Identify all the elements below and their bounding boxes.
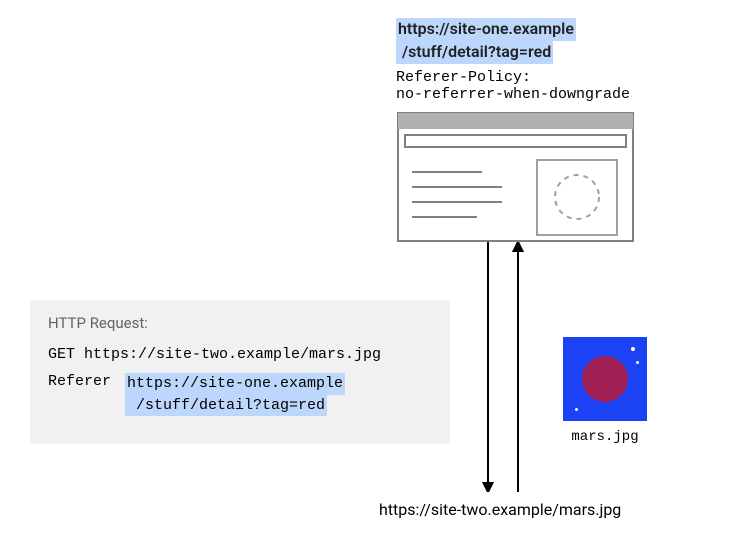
policy-value: no-referrer-when-downgrade <box>396 86 630 103</box>
arrows <box>470 242 540 492</box>
page-url-line2: /stuff/detail?tag=red <box>396 41 553 64</box>
http-request-title: HTTP Request: <box>48 314 432 332</box>
page-url: https://site-one.example /stuff/detail?t… <box>396 18 576 64</box>
star-icon <box>631 347 635 351</box>
mars-label: mars.jpg <box>563 429 647 445</box>
page-url-line1: https://site-one.example <box>396 18 576 41</box>
referer-policy: Referer-Policy: no-referrer-when-downgra… <box>396 69 630 104</box>
browser-window-svg <box>397 112 634 242</box>
referer-label: Referer <box>48 373 111 390</box>
policy-label: Referer-Policy: <box>396 69 531 86</box>
star-icon <box>636 361 639 364</box>
mars-planet-icon <box>582 356 628 402</box>
destination-url: https://site-two.example/mars.jpg <box>379 500 621 519</box>
mars-thumbnail <box>563 337 647 421</box>
http-request-box: HTTP Request: GET https://site-two.examp… <box>30 300 450 444</box>
star-icon <box>575 408 578 411</box>
referer-value-line2: /stuff/detail?tag=red <box>125 395 327 417</box>
browser-window <box>397 112 634 242</box>
http-request-get-line: GET https://site-two.example/mars.jpg <box>48 346 432 363</box>
referer-value-line1: https://site-one.example <box>125 373 345 395</box>
